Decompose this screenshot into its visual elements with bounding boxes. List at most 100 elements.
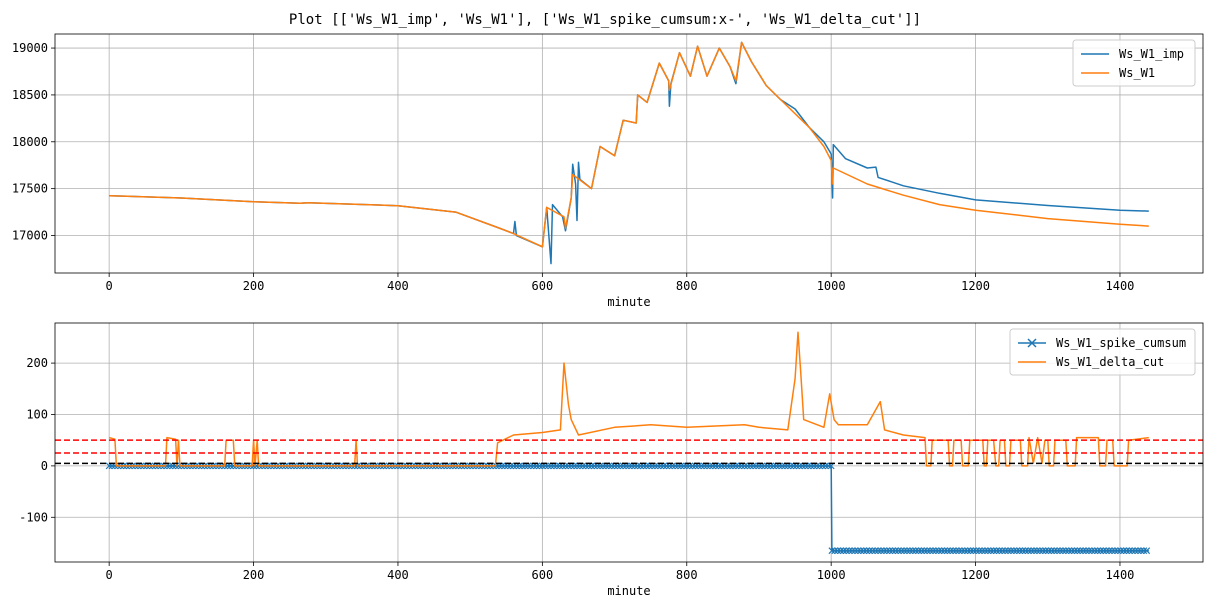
series-marker — [981, 547, 989, 555]
series-marker — [857, 547, 865, 555]
series-marker — [1099, 547, 1107, 555]
series-marker — [949, 547, 957, 555]
series-marker — [1042, 547, 1050, 555]
series-marker — [1062, 547, 1070, 555]
series-marker — [868, 547, 876, 555]
x-tick-label: 800 — [676, 568, 698, 582]
series-marker — [1108, 547, 1116, 555]
series-marker — [1039, 547, 1047, 555]
series-marker — [1134, 547, 1142, 555]
series-marker — [923, 547, 931, 555]
series-marker — [897, 547, 905, 555]
series-marker — [848, 547, 856, 555]
series-marker — [845, 547, 853, 555]
series-marker — [1027, 547, 1035, 555]
y-tick-label: 100 — [26, 407, 48, 421]
series-marker — [1097, 547, 1104, 555]
series-marker — [1004, 547, 1012, 555]
series-marker — [938, 547, 946, 555]
series-marker — [975, 547, 983, 555]
series-marker — [1045, 547, 1052, 555]
x-tick-label: 1400 — [1106, 279, 1135, 293]
x-axis-label: minute — [607, 584, 650, 598]
legend-box — [1009, 328, 1196, 376]
y-tick-label: 18000 — [12, 135, 48, 149]
series-marker — [854, 547, 862, 555]
series-marker — [1125, 547, 1133, 555]
series-marker — [889, 547, 896, 555]
series-marker — [984, 547, 992, 555]
series-marker — [1059, 547, 1067, 555]
series-marker — [1140, 547, 1148, 555]
series-marker — [961, 547, 969, 555]
y-tick-label: 0 — [41, 459, 48, 473]
series-marker — [967, 547, 974, 555]
series-marker — [1143, 547, 1151, 555]
series-marker — [877, 547, 885, 555]
y-tick-label: -100 — [19, 510, 48, 524]
series-marker — [840, 547, 847, 555]
series-marker — [935, 547, 943, 555]
x-tick-label: 200 — [243, 568, 265, 582]
series-marker — [915, 547, 922, 555]
x-tick-label: 200 — [243, 279, 265, 293]
series-line-Ws_W1 — [109, 41, 1149, 248]
y-tick-label: 200 — [26, 356, 48, 370]
series-marker — [998, 547, 1006, 555]
series-marker — [1114, 547, 1122, 555]
series-marker — [903, 547, 911, 555]
x-tick-label: 1200 — [961, 279, 990, 293]
series-marker — [978, 547, 986, 555]
series-marker — [1105, 547, 1113, 555]
series-marker — [1085, 547, 1093, 555]
series-marker — [1001, 547, 1009, 555]
series-marker — [1137, 547, 1145, 555]
series-marker — [993, 547, 1000, 555]
x-tick-label: 1000 — [817, 279, 846, 293]
series-marker — [1120, 547, 1128, 555]
legend-marker — [1027, 338, 1037, 348]
series-marker — [1091, 547, 1099, 555]
series-marker — [1079, 547, 1087, 555]
x-tick-label: 400 — [387, 279, 409, 293]
series-marker — [909, 547, 917, 555]
x-tick-label: 0 — [106, 568, 113, 582]
legend-label: Ws_W1_imp — [1119, 47, 1184, 61]
legend-label: Ws_W1 — [1119, 66, 1155, 80]
series-marker — [1030, 547, 1038, 555]
axes-frame — [54, 33, 1204, 274]
series-marker — [1123, 547, 1130, 555]
series-marker — [1088, 547, 1096, 555]
series-marker — [1102, 547, 1110, 555]
series-marker — [941, 547, 948, 555]
series-marker — [946, 547, 954, 555]
series-marker — [990, 547, 998, 555]
series-marker — [851, 547, 859, 555]
series-marker — [1082, 547, 1090, 555]
series-marker — [917, 547, 925, 555]
x-tick-label: 400 — [387, 568, 409, 582]
x-axis-label: minute — [607, 295, 650, 309]
series-marker — [1019, 547, 1026, 555]
legend-box — [1072, 39, 1196, 87]
series-marker — [894, 547, 902, 555]
series-marker — [1076, 547, 1084, 555]
bottom-panel: 0 200 400 600 800 1000 1200 1400 -100 0 100 200 minu… — [19, 322, 1204, 598]
series-marker — [1068, 547, 1076, 555]
series-marker — [874, 547, 882, 555]
plot-area — [109, 41, 1149, 265]
series-marker — [1033, 547, 1041, 555]
series-marker — [929, 547, 937, 555]
x-tick-label: 0 — [106, 279, 113, 293]
series-marker — [1016, 547, 1024, 555]
series-marker — [964, 547, 972, 555]
series-marker — [842, 547, 850, 555]
series-marker — [831, 547, 839, 555]
series-marker — [880, 547, 888, 555]
series-marker — [1050, 547, 1058, 555]
series-marker — [863, 547, 870, 555]
series-marker — [958, 547, 966, 555]
series-marker — [900, 547, 908, 555]
